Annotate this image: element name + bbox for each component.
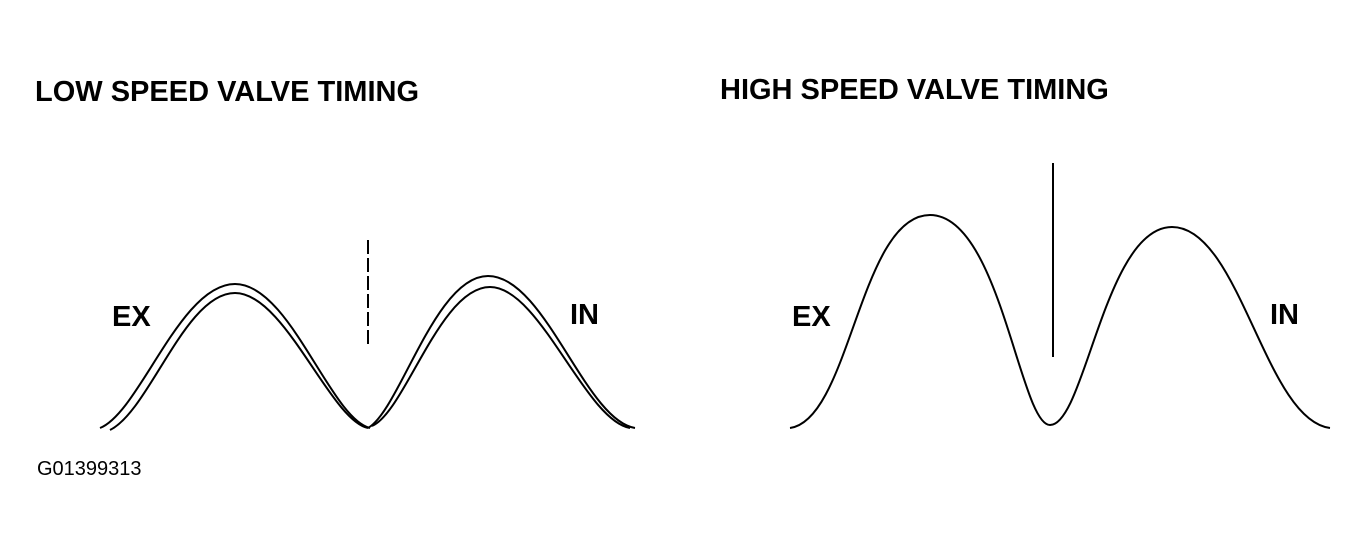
figure-id: G01399313 (37, 458, 142, 480)
intake-curve (1049, 225, 1331, 429)
exhaust-curve (109, 291, 369, 431)
intake-label: IN (1270, 299, 1299, 331)
high-speed-curves (789, 163, 1331, 429)
exhaust-label: EX (112, 301, 151, 333)
exhaust-curve (99, 282, 371, 429)
diagram-title: HIGH SPEED VALVE TIMING (720, 74, 1109, 106)
intake-curve (371, 285, 631, 429)
intake-curve (367, 274, 636, 429)
low-speed-curves (99, 240, 636, 431)
diagram-title: LOW SPEED VALVE TIMING (35, 76, 419, 108)
exhaust-curve (789, 213, 1051, 429)
intake-label: IN (570, 299, 599, 331)
exhaust-label: EX (792, 301, 831, 333)
